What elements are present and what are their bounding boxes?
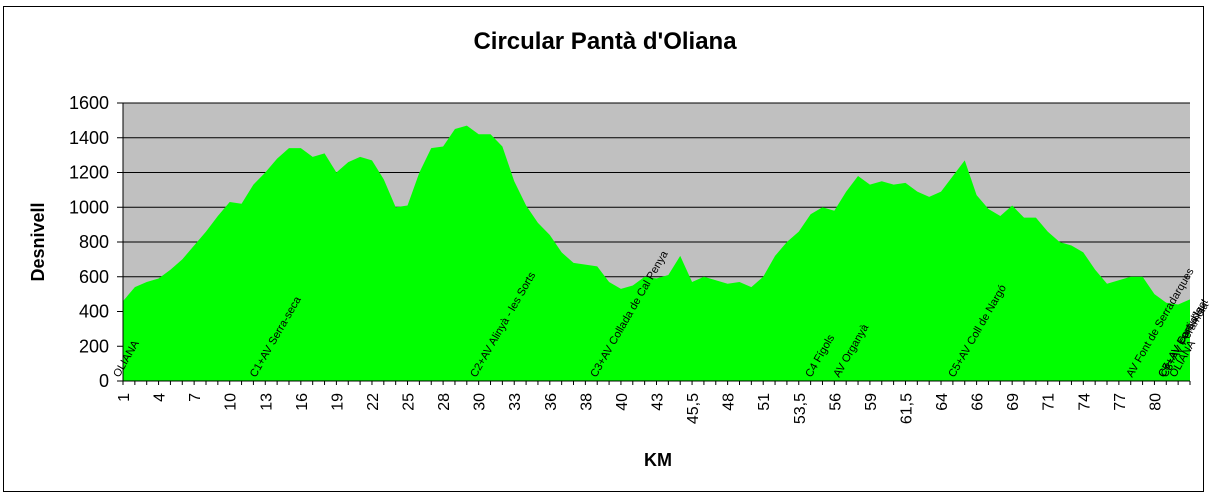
x-tick-label: 13 [258,393,275,411]
y-tick-label: 200 [79,336,109,356]
x-tick-label: 71 [1041,393,1058,411]
x-tick-label: 28 [436,393,453,411]
y-axis-title: Desnivell [28,202,48,281]
x-tick-label: 77 [1112,393,1129,411]
y-tick-label: 1400 [69,128,109,148]
x-tick-label: 19 [329,393,346,411]
y-tick-label: 600 [79,267,109,287]
x-tick-label: 1 [116,393,133,402]
x-tick-label: 53,5 [792,393,809,424]
x-tick-label: 16 [294,393,311,411]
x-tick-label: 45,5 [685,393,702,424]
x-tick-label: 36 [543,393,560,411]
chart-title: Circular Pantà d'Oliana [473,28,737,55]
x-tick-label: 38 [578,393,595,411]
y-tick-label: 1000 [69,197,109,217]
y-tick-label: 400 [79,302,109,322]
x-tick-label: 61,5 [899,393,916,424]
x-tick-label: 48 [721,393,738,411]
x-tick-label: 10 [223,393,240,411]
x-tick-label: 74 [1076,393,1093,411]
x-tick-label: 40 [614,393,631,411]
y-tick-label: 0 [99,371,109,391]
y-tick-label: 1600 [69,93,109,113]
x-tick-label: 66 [970,393,987,411]
x-tick-label: 59 [863,393,880,411]
x-tick-label: 33 [507,393,524,411]
x-tick-label: 80 [1147,393,1164,411]
x-axis-title: KM [644,450,672,470]
x-tick-label: 56 [827,393,844,411]
y-tick-label: 1200 [69,163,109,183]
x-tick-label: 64 [934,393,951,411]
x-tick-label: 69 [1005,393,1022,411]
x-tick-label: 51 [756,393,773,411]
x-tick-label: 30 [472,393,489,411]
x-tick-label: 43 [650,393,667,411]
x-tick-label: 4 [152,393,169,402]
plot-area: 0 200 400 600 800 1000 1200 1400 1600 1 4 7 10 13 16 19… [69,93,1209,424]
x-tick-label: 7 [187,393,204,402]
elevation-area [123,125,1190,381]
y-tick-label: 800 [79,232,109,252]
x-tick-label: 25 [401,393,418,411]
x-tick-label: 22 [365,393,382,411]
